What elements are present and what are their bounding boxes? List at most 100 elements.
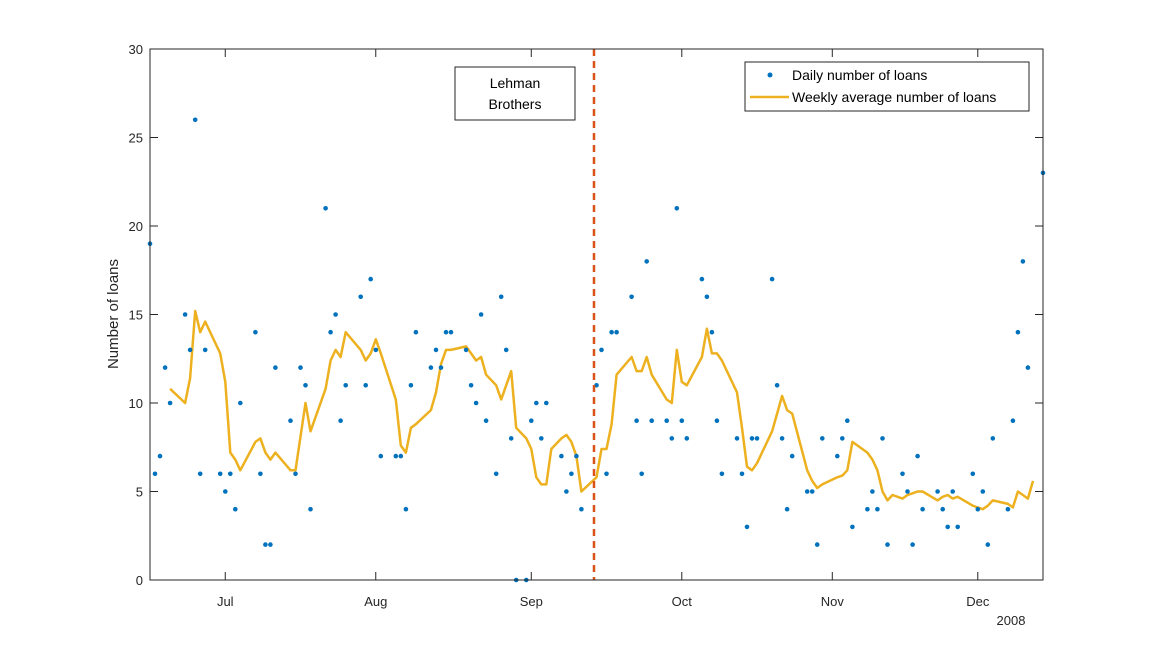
daily-loan-point	[468, 383, 474, 388]
daily-loan-point	[599, 347, 604, 353]
daily-loan-point	[448, 329, 454, 335]
daily-loan-point	[880, 436, 885, 441]
daily-loan-point	[769, 276, 775, 282]
daily-loan-point	[875, 506, 880, 512]
daily-loan-point	[774, 383, 780, 388]
daily-loan-point	[182, 312, 188, 317]
daily-loan-point	[428, 365, 434, 370]
plot-area	[150, 49, 1043, 580]
daily-loan-point	[614, 329, 619, 335]
daily-loan-point	[679, 418, 685, 424]
daily-loan-point	[217, 471, 223, 477]
daily-loan-point	[674, 206, 680, 211]
daily-loan-point	[157, 453, 163, 459]
daily-loan-point	[308, 506, 313, 512]
daily-loan-point	[639, 471, 644, 477]
daily-loan-point	[202, 347, 208, 353]
x-tick-label: Jul	[217, 594, 234, 609]
daily-loan-point	[197, 471, 203, 477]
daily-loan-point	[804, 489, 810, 494]
legend: Daily number of loans Weekly average num…	[744, 61, 1030, 112]
daily-loan-point	[187, 347, 193, 353]
legend-marker-daily	[767, 72, 773, 78]
daily-loan-point	[604, 471, 609, 477]
daily-loan-point	[835, 453, 840, 459]
daily-loan-point	[192, 117, 198, 123]
daily-loan-point	[443, 329, 449, 335]
daily-loan-point	[363, 383, 369, 388]
daily-loan-point	[744, 524, 750, 530]
daily-loan-point	[478, 312, 484, 317]
daily-loan-point	[303, 383, 308, 388]
daily-loan-point	[328, 329, 333, 335]
daily-loan-point	[664, 418, 669, 424]
daily-loan-point	[473, 400, 479, 406]
daily-loan-point	[534, 400, 539, 406]
y-tick-label: 10	[129, 396, 143, 411]
daily-loan-point	[1010, 418, 1016, 424]
daily-loan-point	[228, 471, 233, 477]
daily-loan-point	[263, 542, 268, 547]
daily-loan-point	[323, 206, 328, 211]
daily-loan-point	[403, 506, 409, 512]
daily-loan-point	[950, 489, 955, 494]
daily-loan-point	[1005, 506, 1011, 512]
weekly-average-line-series	[169, 309, 1035, 511]
daily-loan-point	[1020, 259, 1026, 264]
daily-loan-point	[779, 436, 785, 441]
daily-loan-point	[704, 294, 710, 300]
x-axis: Jul Aug Sep Oct Nov Dec	[217, 49, 990, 609]
daily-loan-point	[433, 347, 439, 353]
year-label: 2008	[997, 613, 1026, 628]
daily-loan-point	[559, 453, 564, 459]
daily-loan-point	[569, 471, 574, 477]
legend-label-daily: Daily number of loans	[792, 67, 927, 83]
y-axis-title: Number of loans	[105, 259, 122, 369]
daily-loan-point	[238, 400, 243, 406]
daily-loan-point	[544, 400, 549, 406]
daily-loan-point	[1015, 329, 1021, 335]
y-tick-label: 0	[136, 573, 143, 588]
daily-loan-point	[273, 365, 278, 370]
daily-loan-point	[734, 436, 740, 441]
daily-loan-point	[539, 436, 544, 441]
daily-loan-point	[162, 365, 168, 370]
daily-loan-point	[915, 453, 920, 459]
y-tick-label: 5	[136, 485, 143, 500]
daily-loan-point	[739, 471, 745, 477]
weekly-average-line	[169, 309, 1035, 511]
y-tick-label: 20	[129, 219, 143, 234]
daily-loan-point	[820, 436, 825, 441]
daily-loan-point	[870, 489, 875, 494]
annotation-line-1: Lehman	[490, 75, 541, 91]
daily-loan-point	[343, 383, 349, 388]
daily-loan-point	[223, 489, 228, 494]
daily-loan-point	[373, 347, 379, 353]
daily-loan-point	[644, 259, 649, 264]
daily-loan-point	[649, 418, 654, 424]
x-tick-label: Dec	[966, 594, 990, 609]
daily-loan-point	[629, 294, 634, 300]
daily-loan-point	[393, 453, 399, 459]
daily-loan-point	[368, 276, 374, 282]
daily-loan-point	[789, 453, 795, 459]
daily-loan-point	[1025, 365, 1031, 370]
daily-loan-point	[910, 542, 915, 547]
daily-loan-point	[609, 329, 614, 335]
daily-loan-point	[634, 418, 639, 424]
daily-loan-point	[258, 471, 263, 477]
daily-loan-point	[338, 418, 343, 424]
daily-loan-point	[498, 294, 504, 300]
daily-loan-point	[850, 524, 855, 530]
daily-loan-point	[814, 542, 820, 547]
x-tick-label: Aug	[364, 594, 387, 609]
daily-loan-point	[905, 489, 910, 494]
plot-frame	[149, 48, 1044, 581]
daily-loan-point	[594, 383, 599, 388]
daily-loans-scatter-series	[147, 117, 1046, 583]
daily-loan-point	[298, 365, 303, 370]
daily-loan-point	[699, 276, 705, 282]
daily-loan-point	[714, 418, 720, 424]
annotation-line-2: Brothers	[489, 96, 542, 112]
